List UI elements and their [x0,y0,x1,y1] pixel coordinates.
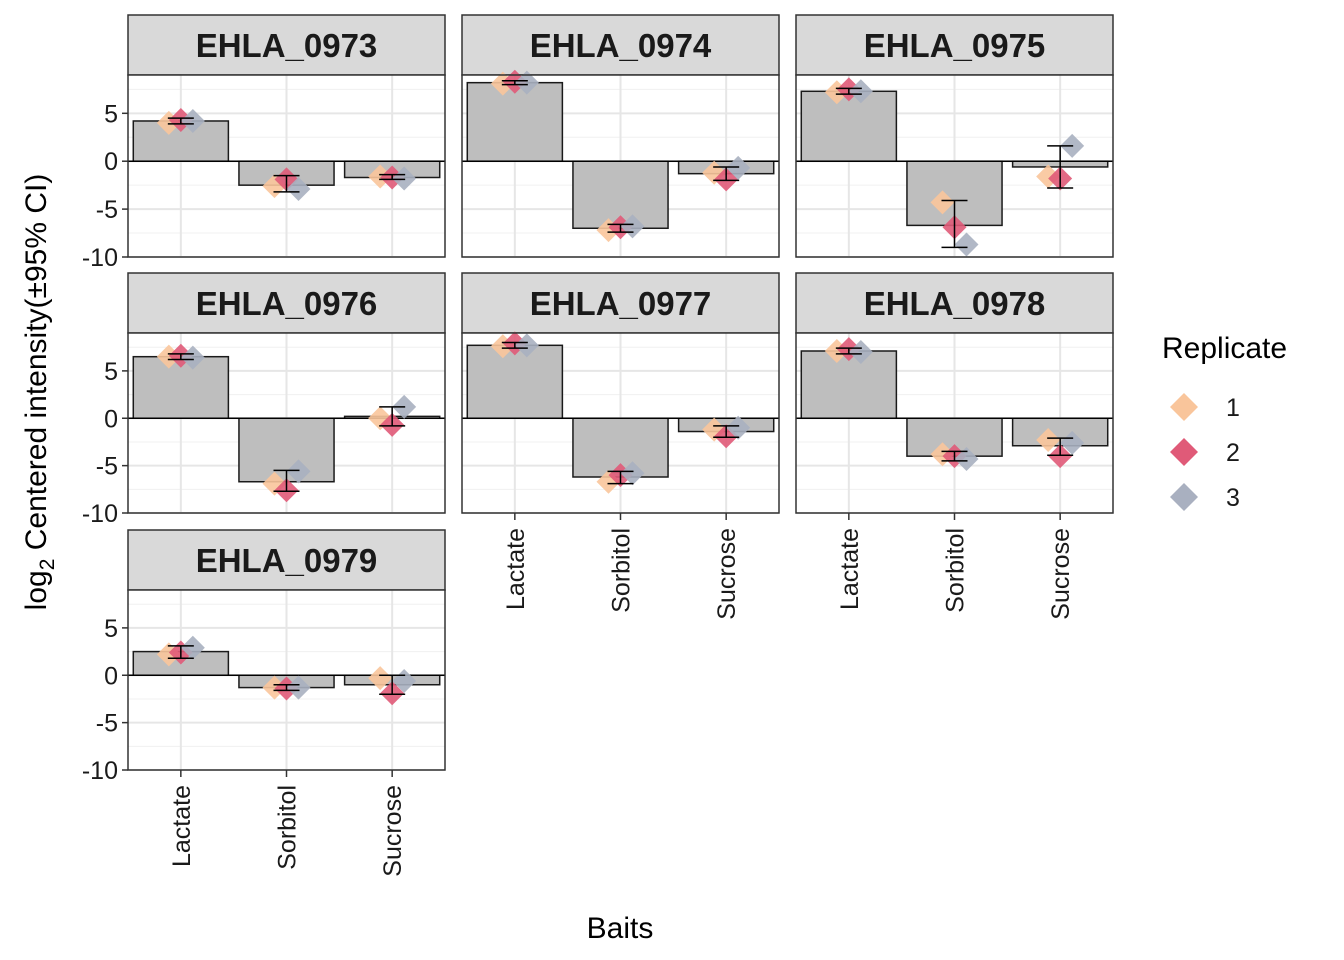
y-tick-label: 5 [104,358,118,386]
facet-panel-ehla_0979: EHLA_0979 5 0 -5 -10 Lactate Sorbitol Sucrose [82,529,446,877]
replicate-point [930,190,955,215]
facet-strip [461,272,780,334]
y-tick-label: -10 [82,244,118,272]
replicate-point [1060,430,1085,455]
legend-label-3: 3 [1226,484,1240,512]
replicate-point [1036,428,1061,453]
facet-title: EHLA_0976 [196,285,378,322]
replicate-point [848,79,873,104]
facet-panel-ehla_0977: EHLA_0977 Lactate Sorbitol Sucrose [461,272,780,620]
legend-key-3 [1170,483,1198,511]
y-tick-label: 5 [104,100,118,128]
facet-panel-ehla_0973: EHLA_0973 5 0 -5 -10 [82,14,446,272]
facet-title: EHLA_0973 [196,27,378,64]
panel-border [461,74,780,258]
facet-strip [795,272,1114,334]
replicate-point [368,666,393,691]
x-tick-label-lactate: Lactate [502,528,530,610]
facet-title: EHLA_0975 [864,27,1046,64]
bar-lactate [466,81,564,162]
facet-panel-ehla_0976: EHLA_0976 5 0 -5 -10 [82,272,446,528]
bar-lactate [800,90,898,162]
replicate-point [180,635,205,660]
legend-key-2 [1170,438,1198,466]
chart-axes: Baits log2 Centered intensity(±95% CI) [20,174,653,945]
replicate-point [954,232,979,257]
y-tick-label: 0 [104,148,118,176]
y-axis-title-prefix: log [20,570,53,610]
legend-label-2: 2 [1226,439,1240,467]
y-tick-label: -5 [96,710,118,738]
y-tick-label: 5 [104,615,118,643]
facet-strip [127,529,446,591]
facet-strip [795,14,1114,76]
replicate-point [180,345,205,370]
x-tick-label-sucrose: Sucrose [1047,528,1075,620]
replicate-point [286,459,311,484]
replicate-point [726,155,751,180]
y-tick-label: 0 [104,405,118,433]
x-tick-label-sorbitol: Sorbitol [274,785,302,870]
chart-panels: EHLA_0973 5 0 -5 -10 EHLA_0974 EHLA_0975 EHLA_0… [82,14,1114,877]
y-axis-title-rest: Centered intensity(±95% CI) [20,174,53,559]
replicate-point [514,333,539,358]
legend-key-1 [1170,393,1198,421]
y-axis-title-subscript: 2 [36,559,59,571]
y-tick-label: -10 [82,500,118,528]
panel-border [127,332,446,514]
x-tick-label-sucrose: Sucrose [713,528,741,620]
legend-title: Replicate [1162,332,1287,365]
y-axis-title: log2 Centered intensity(±95% CI) [20,174,59,611]
y-tick-label: 0 [104,662,118,690]
legend-label-1: 1 [1226,394,1240,422]
replicate-point [620,461,645,486]
facet-panel-ehla_0978: EHLA_0978 Lactate Sorbitol Sucrose [795,272,1114,620]
facet-panel-ehla_0975: EHLA_0975 [795,14,1114,258]
facet-title: EHLA_0978 [864,285,1046,322]
facet-title: EHLA_0977 [530,285,712,322]
bar-lactate [466,344,564,420]
legend: Replicate 1 2 3 [1162,332,1287,512]
y-tick-label: -5 [96,453,118,481]
bar-lactate [800,350,898,420]
x-tick-label-sorbitol: Sorbitol [608,528,636,613]
x-tick-label-lactate: Lactate [836,528,864,610]
replicate-point [726,415,751,440]
x-tick-label-sorbitol: Sorbitol [942,528,970,613]
facet-strip [127,272,446,334]
facet-title: EHLA_0974 [530,27,712,64]
x-tick-label-sucrose: Sucrose [379,785,407,877]
panel-border [127,74,446,258]
y-tick-label: -10 [82,757,118,785]
replicate-point [286,176,311,201]
replicate-point [514,70,539,95]
replicate-point [286,675,311,700]
facet-strip [461,14,780,76]
x-axis-title: Baits [587,912,654,945]
facet-strip [127,14,446,76]
replicate-point [1048,444,1073,469]
replicate-point [180,108,205,133]
panel-border [795,74,1114,258]
facet-title: EHLA_0979 [196,542,378,579]
facet-panel-ehla_0974: EHLA_0974 [461,14,780,258]
x-tick-label-lactate: Lactate [168,785,196,867]
y-tick-label: -5 [96,196,118,224]
replicate-point [848,339,873,364]
replicate-point [392,166,417,191]
replicate-point [954,447,979,471]
